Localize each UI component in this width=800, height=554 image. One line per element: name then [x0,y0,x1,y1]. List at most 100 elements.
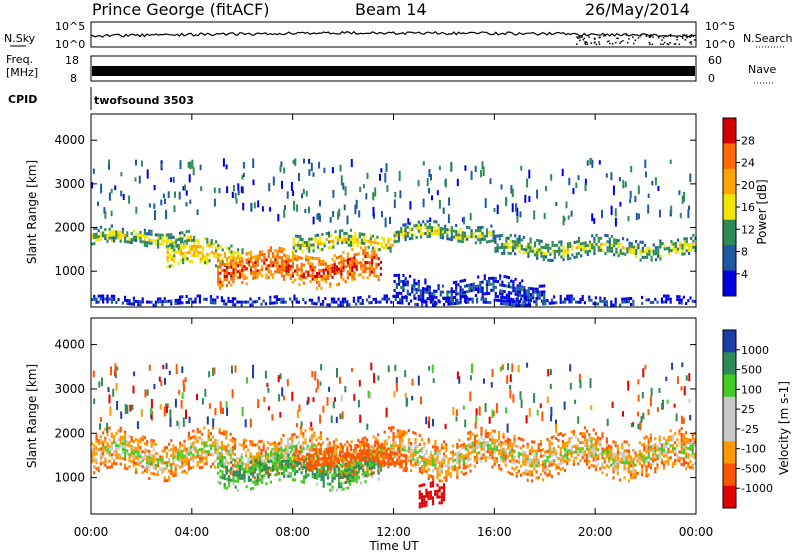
heatmap-cell [678,432,681,436]
heatmap-cell [626,250,629,254]
noise-search-dot [579,37,581,39]
heatmap-cell [294,158,297,167]
heatmap-cell [433,226,436,230]
heatmap-cell [128,456,131,460]
heatmap-cell [479,229,482,233]
heatmap-cell [362,264,365,268]
heatmap-cell [150,453,153,457]
heatmap-cell [561,445,564,449]
heatmap-cell [619,457,622,461]
nave-tick-bottom: 0 [708,72,715,85]
heatmap-cell [285,272,288,276]
heatmap-cell [234,251,237,255]
heatmap-cell [566,444,569,448]
heatmap-cell [250,250,253,254]
heatmap-cell [181,461,184,465]
heatmap-cell [275,298,278,302]
heatmap-cell [544,299,547,303]
heatmap-cell [351,275,354,278]
heatmap-cell [663,463,666,467]
heatmap-cell [474,294,478,297]
heatmap-cell [108,233,111,237]
heatmap-cell [269,459,272,463]
heatmap-cell [614,459,617,463]
heatmap-cell [352,237,355,241]
heatmap-cell [364,471,367,475]
heatmap-cell [91,242,94,246]
heatmap-cell [604,252,607,255]
heatmap-cell [234,297,237,301]
noise-search-dot [661,39,663,41]
heatmap-cell [383,430,386,434]
heatmap-cell [232,277,235,281]
heatmap-cell [646,249,649,253]
heatmap-cell [621,461,624,464]
heatmap-cell [424,290,427,294]
heatmap-cell [220,299,223,303]
heatmap-cell [679,244,682,248]
heatmap-cell [597,454,600,458]
heatmap-cell [364,261,367,264]
heatmap-cell [592,464,595,468]
heatmap-cell [429,217,432,223]
heatmap-cell [308,448,311,452]
heatmap-cell [333,464,336,468]
heatmap-cell [368,448,371,452]
heatmap-cell [250,256,253,260]
heatmap-cell [674,453,677,457]
heatmap-cell [555,201,558,207]
heatmap-cell [285,257,288,261]
heatmap-cell [446,231,449,235]
heatmap-cell [594,302,597,306]
heatmap-cell [605,303,608,307]
heatmap-cell [490,288,493,292]
heatmap-cell [340,482,343,486]
heatmap-cell [282,300,285,304]
heatmap-cell [254,270,257,274]
heatmap-cell [331,269,334,273]
heatmap-cell [283,167,286,174]
heatmap-cell [318,272,321,275]
heatmap-cell [247,251,250,255]
heatmap-cell [518,244,521,247]
heatmap-cell [496,249,499,253]
heatmap-cell [509,471,512,475]
heatmap-cell [396,444,399,448]
heatmap-cell [457,230,460,234]
heatmap-cell [203,426,206,430]
heatmap-cell [681,246,684,250]
heatmap-cell [241,476,244,480]
heatmap-cell [214,447,217,451]
heatmap-cell [284,453,287,457]
heatmap-cell [509,453,512,457]
heatmap-cell [137,451,140,455]
heatmap-cell [252,465,255,469]
heatmap-cell [230,244,233,248]
heatmap-cell [412,452,415,455]
heatmap-cell [527,289,530,293]
noise-search-dot [619,42,621,44]
heatmap-cell [494,234,497,238]
heatmap-cell [375,262,378,266]
heatmap-cell [432,445,435,449]
heatmap-cell [329,488,332,492]
heatmap-cell [260,302,263,306]
heatmap-cell [335,468,338,472]
heatmap-cell [242,441,245,445]
heatmap-cell [100,183,103,194]
heatmap-cell [466,234,469,238]
heatmap-cell [593,249,596,253]
heatmap-cell [614,462,617,466]
heatmap-cell [274,473,277,477]
heatmap-cell [335,471,338,475]
heatmap-cell [292,459,295,462]
heatmap-cell [373,268,376,271]
heatmap-cell [514,289,517,293]
heatmap-cell [322,453,325,457]
noise-search-dot [648,36,651,38]
heatmap-cell [192,444,195,448]
heatmap-cell [322,475,325,479]
heatmap-cell [179,237,182,241]
heatmap-cell [232,271,235,275]
heatmap-cell [346,465,349,469]
